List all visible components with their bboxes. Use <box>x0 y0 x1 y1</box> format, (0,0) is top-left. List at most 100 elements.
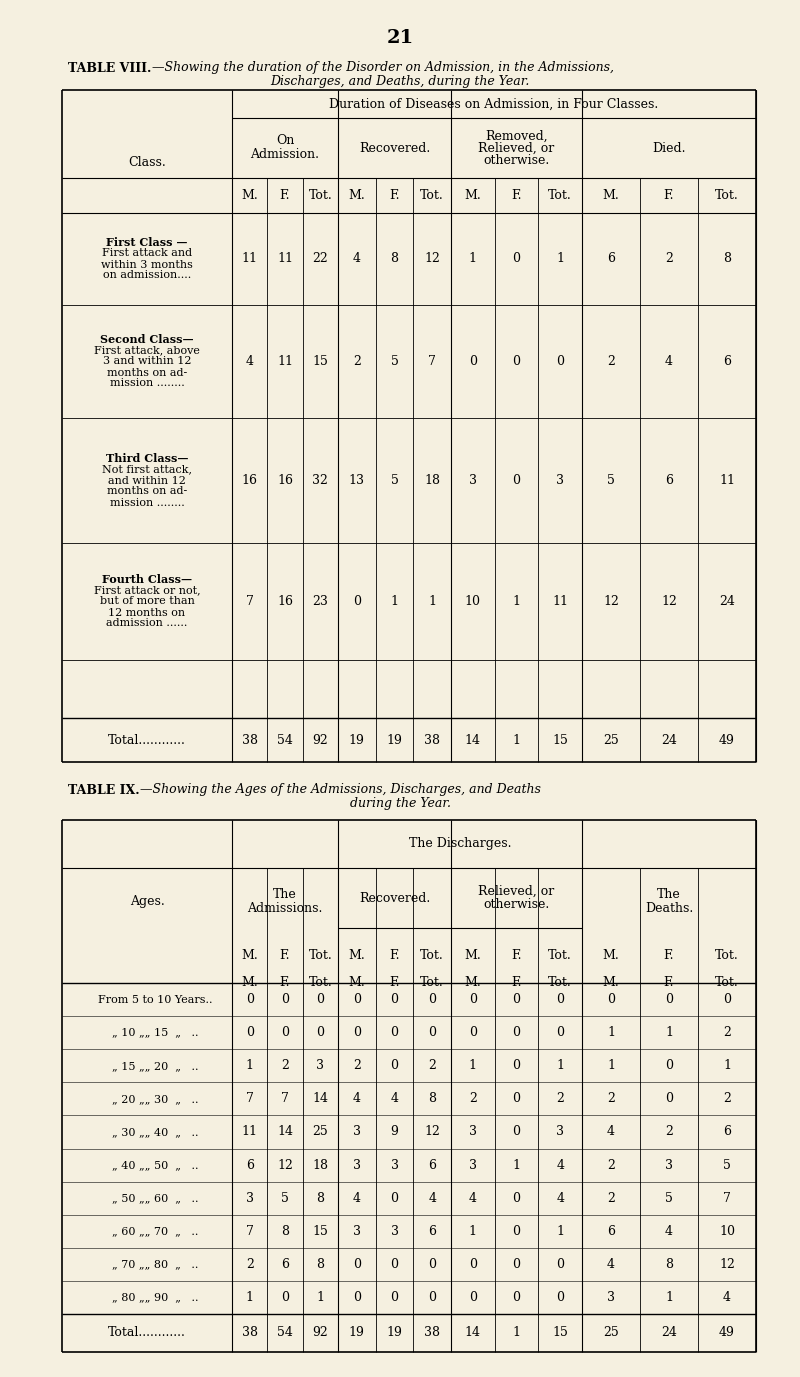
Text: „ 70 „„ 80  „   ..: „ 70 „„ 80 „ .. <box>112 1260 198 1270</box>
Text: 2: 2 <box>723 1026 731 1040</box>
Text: 3: 3 <box>556 1125 564 1139</box>
Text: M.: M. <box>242 189 258 202</box>
Text: 0: 0 <box>428 1257 436 1271</box>
Text: 0: 0 <box>513 355 521 368</box>
Text: 6: 6 <box>281 1257 289 1271</box>
Text: 1: 1 <box>556 1059 564 1073</box>
Text: 5: 5 <box>281 1191 289 1205</box>
Text: 0: 0 <box>607 993 615 1007</box>
Text: M.: M. <box>602 976 619 990</box>
Text: 6: 6 <box>665 474 673 487</box>
Text: 2: 2 <box>665 252 673 266</box>
Text: 0: 0 <box>469 1026 477 1040</box>
Text: 16: 16 <box>277 595 293 609</box>
Text: 4: 4 <box>607 1125 615 1139</box>
Text: 11: 11 <box>277 252 293 266</box>
Text: 6: 6 <box>607 1224 615 1238</box>
Text: 24: 24 <box>719 595 735 609</box>
Text: 11: 11 <box>719 474 735 487</box>
Text: F.: F. <box>511 189 522 202</box>
Text: Tot.: Tot. <box>715 976 739 990</box>
Text: 0: 0 <box>665 993 673 1007</box>
Text: 23: 23 <box>312 595 328 609</box>
Text: 4: 4 <box>556 1158 564 1172</box>
Text: M.: M. <box>242 976 258 990</box>
Text: 0: 0 <box>353 1026 361 1040</box>
Text: 8: 8 <box>723 252 731 266</box>
Text: 1: 1 <box>607 1059 615 1073</box>
Text: 0: 0 <box>513 1257 521 1271</box>
Text: 22: 22 <box>313 252 328 266</box>
Text: F.: F. <box>511 949 522 963</box>
Text: 2: 2 <box>428 1059 436 1073</box>
Text: 9: 9 <box>390 1125 398 1139</box>
Text: Deaths.: Deaths. <box>645 902 693 914</box>
Text: 1: 1 <box>556 252 564 266</box>
Text: 0: 0 <box>513 252 521 266</box>
Text: 2: 2 <box>607 1158 615 1172</box>
Text: 0: 0 <box>390 1059 398 1073</box>
Text: Tot.: Tot. <box>420 949 444 963</box>
Text: F.: F. <box>390 976 400 990</box>
Text: 1: 1 <box>469 1224 477 1238</box>
Text: First Class —: First Class — <box>106 237 188 248</box>
Text: Not first attack,: Not first attack, <box>102 464 192 475</box>
Text: 0: 0 <box>556 993 564 1007</box>
Text: 7: 7 <box>723 1191 731 1205</box>
Text: 0: 0 <box>556 355 564 368</box>
Text: 2: 2 <box>353 355 361 368</box>
Text: 12 months on: 12 months on <box>109 607 186 617</box>
Text: M.: M. <box>242 949 258 963</box>
Text: „ 60 „„ 70  „   ..: „ 60 „„ 70 „ .. <box>112 1227 198 1237</box>
Text: 4: 4 <box>246 355 254 368</box>
Text: 5: 5 <box>665 1191 673 1205</box>
Text: 12: 12 <box>661 595 677 609</box>
Text: but of more than: but of more than <box>99 596 194 606</box>
Text: Admissions.: Admissions. <box>247 902 322 914</box>
Text: and within 12: and within 12 <box>108 475 186 486</box>
Text: 4: 4 <box>469 1191 477 1205</box>
Text: 5: 5 <box>607 474 615 487</box>
Text: 0: 0 <box>281 1026 289 1040</box>
Text: 15: 15 <box>552 734 568 746</box>
Text: The Discharges.: The Discharges. <box>409 837 511 851</box>
Text: „ 80 „„ 90  „   ..: „ 80 „„ 90 „ .. <box>112 1293 198 1303</box>
Text: 12: 12 <box>603 595 619 609</box>
Text: 19: 19 <box>349 734 365 746</box>
Text: 12: 12 <box>719 1257 735 1271</box>
Text: F.: F. <box>511 976 522 990</box>
Text: Duration of Diseases on Admission, in Four Classes.: Duration of Diseases on Admission, in Fo… <box>330 98 658 110</box>
Text: —Showing the Ages of the Admissions, Discharges, and Deaths: —Showing the Ages of the Admissions, Dis… <box>140 784 541 796</box>
Text: 38: 38 <box>242 734 258 746</box>
Text: 2: 2 <box>281 1059 289 1073</box>
Text: M.: M. <box>602 189 619 202</box>
Text: 14: 14 <box>277 1125 293 1139</box>
Text: 38: 38 <box>424 1326 440 1340</box>
Text: 4: 4 <box>723 1292 731 1304</box>
Text: „ 40 „„ 50  „   ..: „ 40 „„ 50 „ .. <box>112 1159 198 1170</box>
Text: Tot.: Tot. <box>548 949 572 963</box>
Text: 12: 12 <box>277 1158 293 1172</box>
Text: 0: 0 <box>353 1292 361 1304</box>
Text: 6: 6 <box>723 1125 731 1139</box>
Text: Relieved, or: Relieved, or <box>478 884 554 898</box>
Text: 3: 3 <box>665 1158 673 1172</box>
Text: 49: 49 <box>719 1326 735 1340</box>
Text: Discharges, and Deaths, during the Year.: Discharges, and Deaths, during the Year. <box>270 74 530 88</box>
Text: months on ad-: months on ad- <box>107 368 187 377</box>
Text: 1: 1 <box>513 1158 521 1172</box>
Text: F.: F. <box>280 189 290 202</box>
Text: 0: 0 <box>665 1059 673 1073</box>
Text: 6: 6 <box>607 252 615 266</box>
Text: —Showing the duration of the Disorder on Admission, in the Admissions,: —Showing the duration of the Disorder on… <box>152 62 614 74</box>
Text: TABLE IX.: TABLE IX. <box>68 784 140 796</box>
Text: M.: M. <box>349 949 366 963</box>
Text: 8: 8 <box>428 1092 436 1106</box>
Text: 4: 4 <box>428 1191 436 1205</box>
Text: Tot.: Tot. <box>420 189 444 202</box>
Text: 0: 0 <box>469 355 477 368</box>
Text: 0: 0 <box>390 1257 398 1271</box>
Text: 4: 4 <box>665 355 673 368</box>
Text: Tot.: Tot. <box>309 976 332 990</box>
Text: 54: 54 <box>277 1326 293 1340</box>
